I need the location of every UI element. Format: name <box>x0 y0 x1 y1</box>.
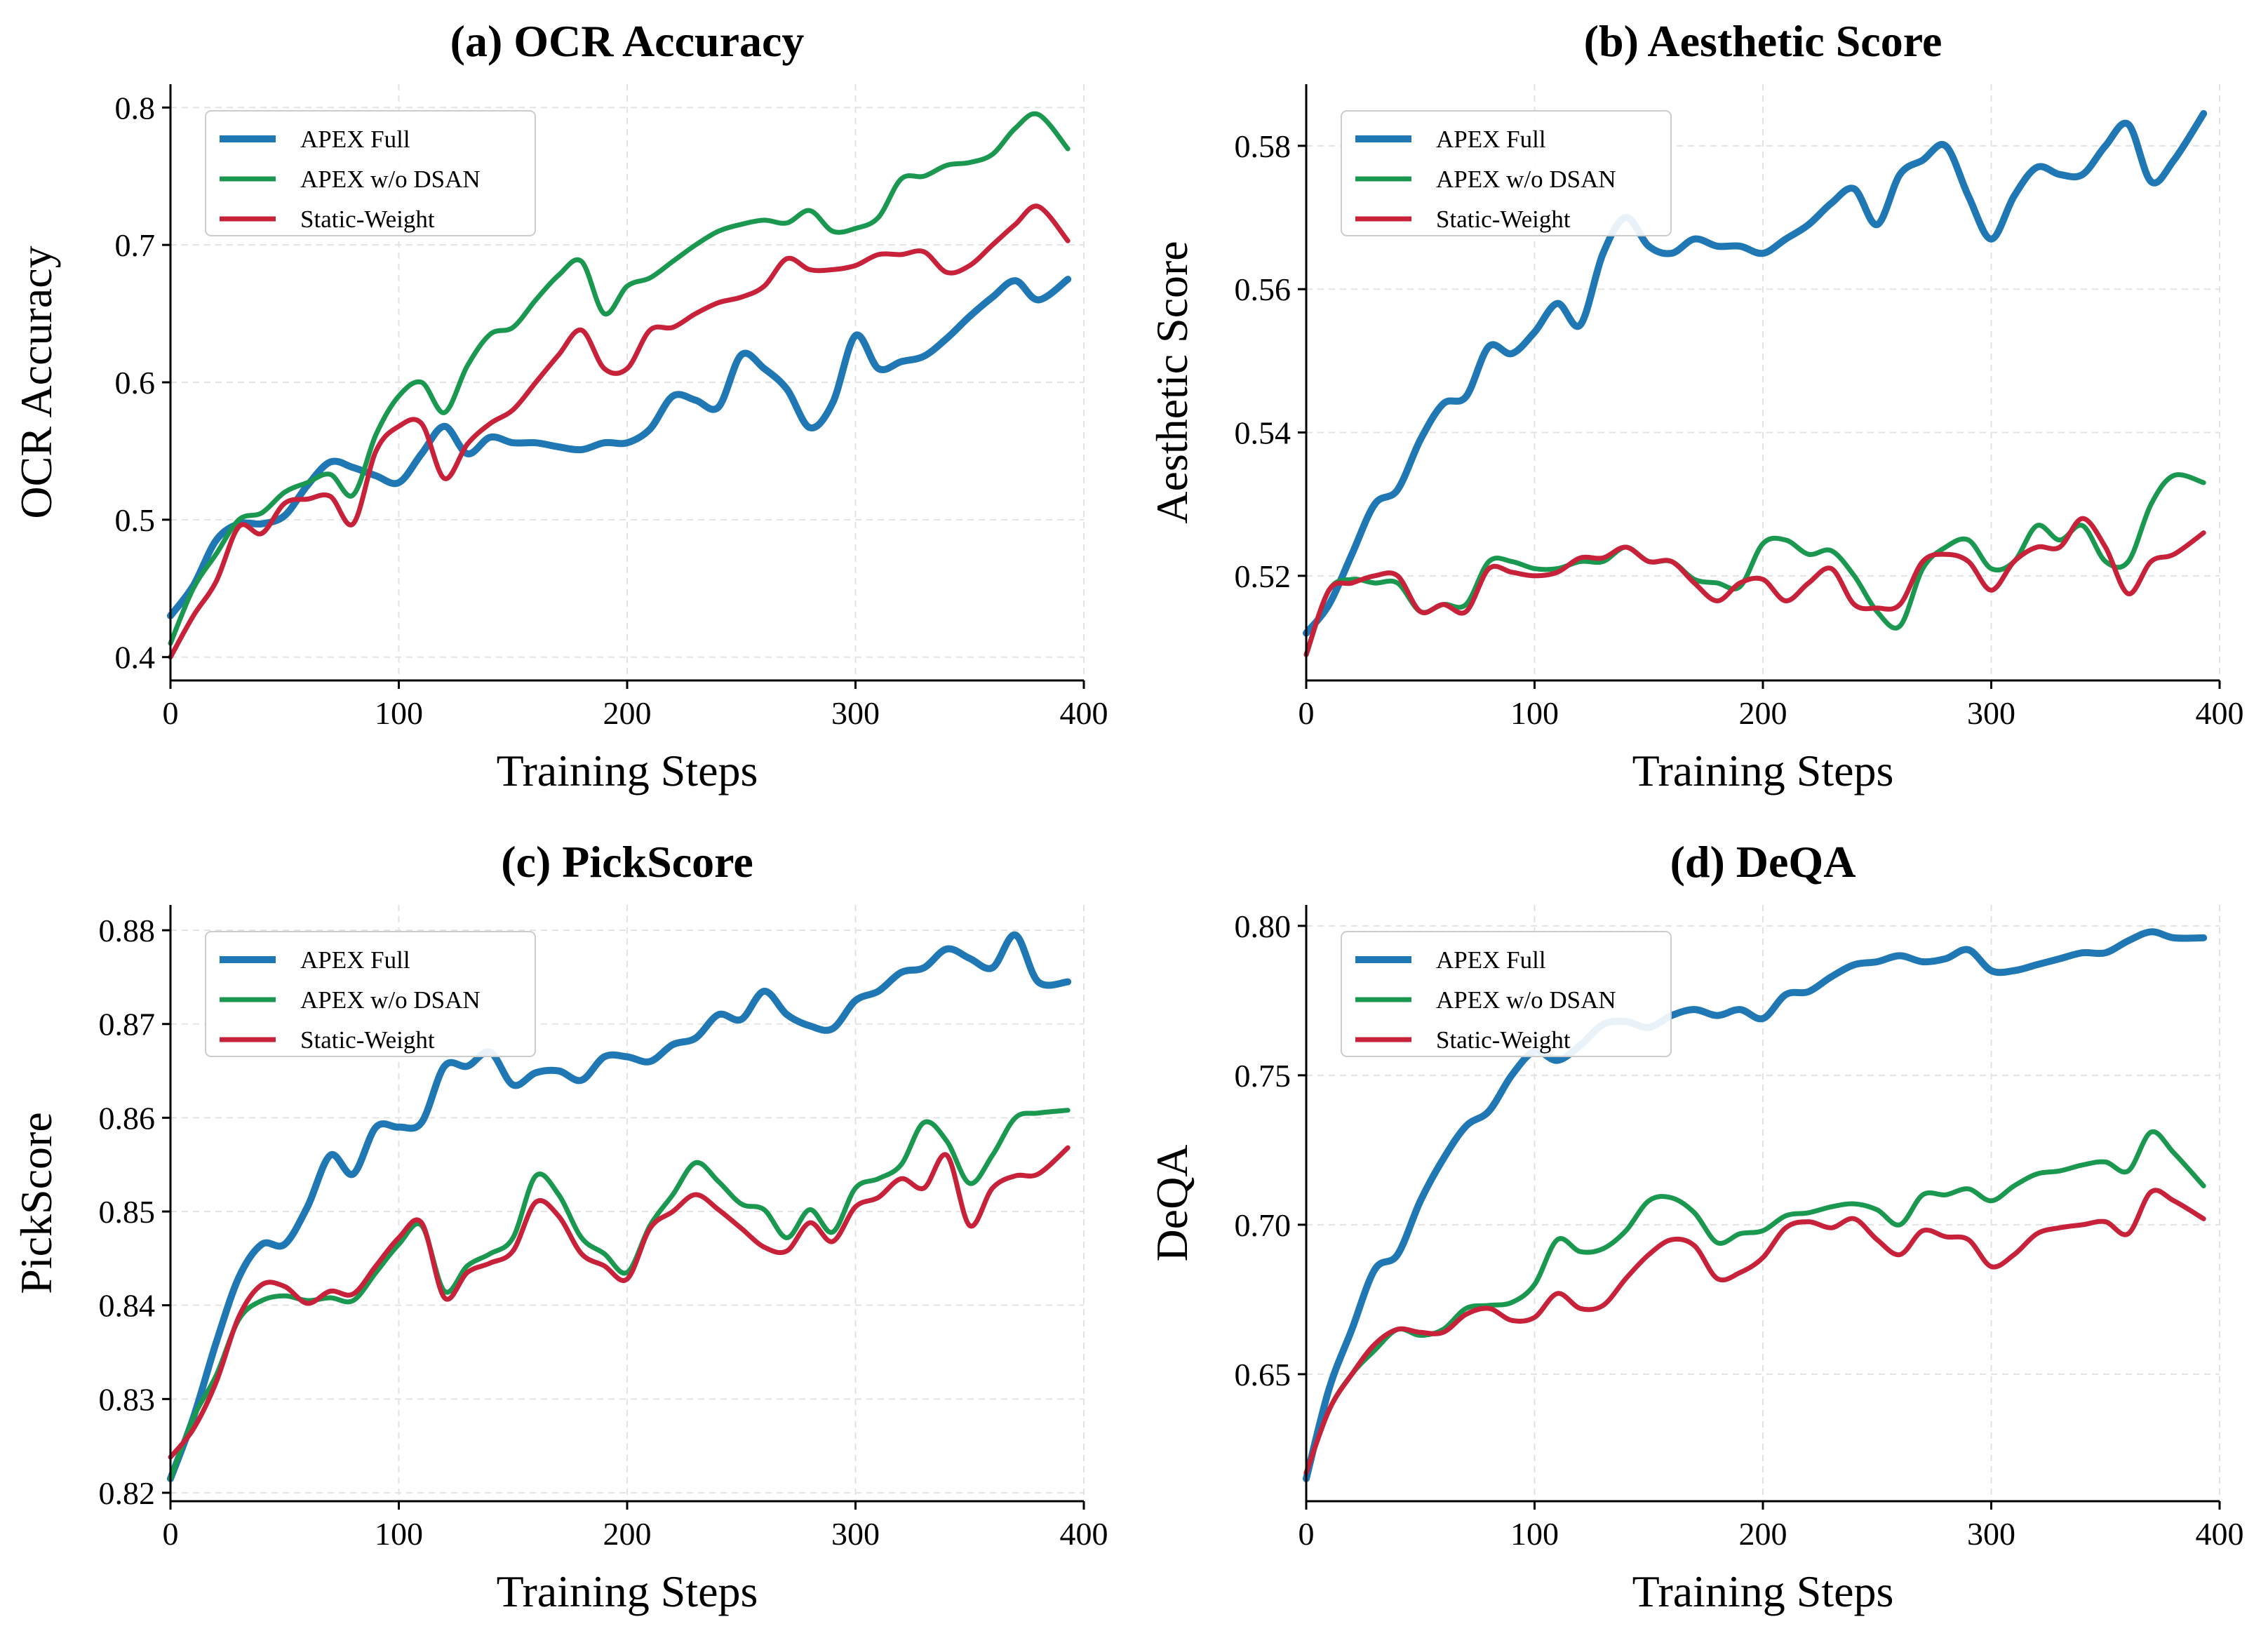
y-tick-label: 0.6 <box>115 365 156 401</box>
legend-box <box>205 931 536 1057</box>
y-tick-label: 0.7 <box>115 227 156 263</box>
legend-label: Static-Weight <box>300 206 435 233</box>
x-tick-label: 100 <box>1510 1516 1559 1552</box>
series-line-apex-full <box>167 931 1072 1482</box>
series-line-static-weight <box>1303 516 2206 657</box>
x-tick-label: 200 <box>603 1516 652 1552</box>
y-axis-label: PickScore <box>11 1112 61 1294</box>
legend-label: APEX Full <box>1436 946 1546 974</box>
series-line-static-weight <box>1303 1188 2206 1475</box>
x-axis-label: Training Steps <box>1632 1566 1894 1616</box>
x-tick-label: 100 <box>375 1516 423 1552</box>
series-line-apex-full <box>1303 928 2208 1482</box>
legend-label: APEX w/o DSAN <box>1436 166 1616 193</box>
y-tick-label: 0.58 <box>1235 128 1291 164</box>
y-tick-label: 0.70 <box>1235 1207 1291 1243</box>
chart-title: (c) PickScore <box>501 837 753 887</box>
series-line-static-weight <box>168 203 1071 660</box>
y-tick-label: 0.52 <box>1235 558 1291 594</box>
legend-label: APEX w/o DSAN <box>300 166 481 193</box>
y-tick-label: 0.4 <box>115 640 156 676</box>
legend-label: Static-Weight <box>1436 1026 1571 1054</box>
legend-label: APEX w/o DSAN <box>1436 986 1616 1014</box>
legend: APEX Full APEX w/o DSAN Static-Weight <box>205 110 536 236</box>
x-tick-label: 100 <box>375 695 423 731</box>
y-tick-label: 0.83 <box>99 1381 156 1417</box>
legend-label: APEX Full <box>1436 126 1546 153</box>
series-line-apex-w-o-dsan <box>1303 472 2206 657</box>
legend-box <box>205 110 536 236</box>
chart-title: (a) OCR Accuracy <box>450 16 805 66</box>
x-tick-label: 300 <box>1967 695 2015 731</box>
x-tick-label: 200 <box>1739 695 1787 731</box>
y-axis-label: DeQA <box>1147 1144 1197 1261</box>
y-tick-label: 0.8 <box>115 90 156 126</box>
chart-title: (d) DeQA <box>1670 837 1856 887</box>
y-axis-label: OCR Accuracy <box>11 246 61 518</box>
y-tick-label: 0.88 <box>99 913 156 948</box>
legend-box <box>1341 110 1672 236</box>
x-tick-label: 300 <box>831 695 880 731</box>
x-tick-label: 400 <box>1060 695 1108 731</box>
y-tick-label: 0.87 <box>99 1007 156 1042</box>
legend-label: APEX w/o DSAN <box>300 986 481 1014</box>
y-tick-label: 0.75 <box>1235 1058 1291 1094</box>
series-line-apex-w-o-dsan <box>168 1108 1071 1482</box>
y-tick-label: 0.80 <box>1235 908 1291 944</box>
x-tick-label: 300 <box>831 1516 880 1552</box>
y-tick-label: 0.84 <box>99 1288 156 1324</box>
chart-deqa: 0 100 200 300 400 0.65 0.70 0.75 0.80 (d) DeQA Tra… <box>1147 837 2244 1616</box>
x-tick-label: 0 <box>163 1516 179 1552</box>
chart-ocr: 0 100 200 300 400 0.4 0.5 0.6 0.7 0.8 (a) OCR Accu… <box>11 16 1108 795</box>
legend: APEX Full APEX w/o DSAN Static-Weight <box>205 931 536 1057</box>
x-axis-label: Training Steps <box>497 1566 758 1616</box>
x-tick-label: 0 <box>1299 1516 1315 1552</box>
y-tick-label: 0.85 <box>99 1194 156 1230</box>
y-tick-label: 0.86 <box>99 1100 156 1136</box>
series-line-apex-w-o-dsan <box>168 111 1071 646</box>
series-line-apex-w-o-dsan <box>1303 1129 2206 1475</box>
x-axis-label: Training Steps <box>497 746 758 795</box>
legend-box <box>1341 931 1672 1057</box>
x-tick-label: 300 <box>1967 1516 2015 1552</box>
x-tick-label: 400 <box>2196 695 2244 731</box>
chart-pickscore: 0 100 200 300 400 0.82 0.83 0.84 0.85 0.86 0.87 0.8… <box>11 837 1108 1616</box>
chart-aesthetic: 0 100 200 300 400 0.52 0.54 0.56 0.58 (b) Aesthet… <box>1147 16 2244 795</box>
y-tick-label: 0.54 <box>1235 415 1291 451</box>
x-tick-label: 0 <box>163 695 179 731</box>
legend-label: APEX Full <box>300 946 410 974</box>
y-tick-label: 0.82 <box>99 1475 156 1511</box>
y-tick-label: 0.56 <box>1235 271 1291 307</box>
legend-label: Static-Weight <box>1436 206 1571 233</box>
series-line-apex-full <box>167 276 1072 619</box>
series-line-apex-full <box>1303 109 2208 637</box>
legend: APEX Full APEX w/o DSAN Static-Weight <box>1341 110 1672 236</box>
x-tick-label: 200 <box>1739 1516 1787 1552</box>
x-tick-label: 100 <box>1510 695 1559 731</box>
legend-label: Static-Weight <box>300 1026 435 1054</box>
chart-title: (b) Aesthetic Score <box>1584 16 1942 66</box>
x-axis-label: Training Steps <box>1632 746 1894 795</box>
series-line-static-weight <box>168 1145 1071 1460</box>
x-tick-label: 400 <box>1060 1516 1108 1552</box>
y-tick-label: 0.65 <box>1235 1357 1291 1392</box>
y-axis-label: Aesthetic Score <box>1147 241 1197 523</box>
legend-label: APEX Full <box>300 126 410 153</box>
legend: APEX Full APEX w/o DSAN Static-Weight <box>1341 931 1672 1057</box>
x-tick-label: 200 <box>603 695 652 731</box>
x-tick-label: 0 <box>1299 695 1315 731</box>
x-tick-label: 400 <box>2196 1516 2244 1552</box>
y-tick-label: 0.5 <box>115 502 156 538</box>
